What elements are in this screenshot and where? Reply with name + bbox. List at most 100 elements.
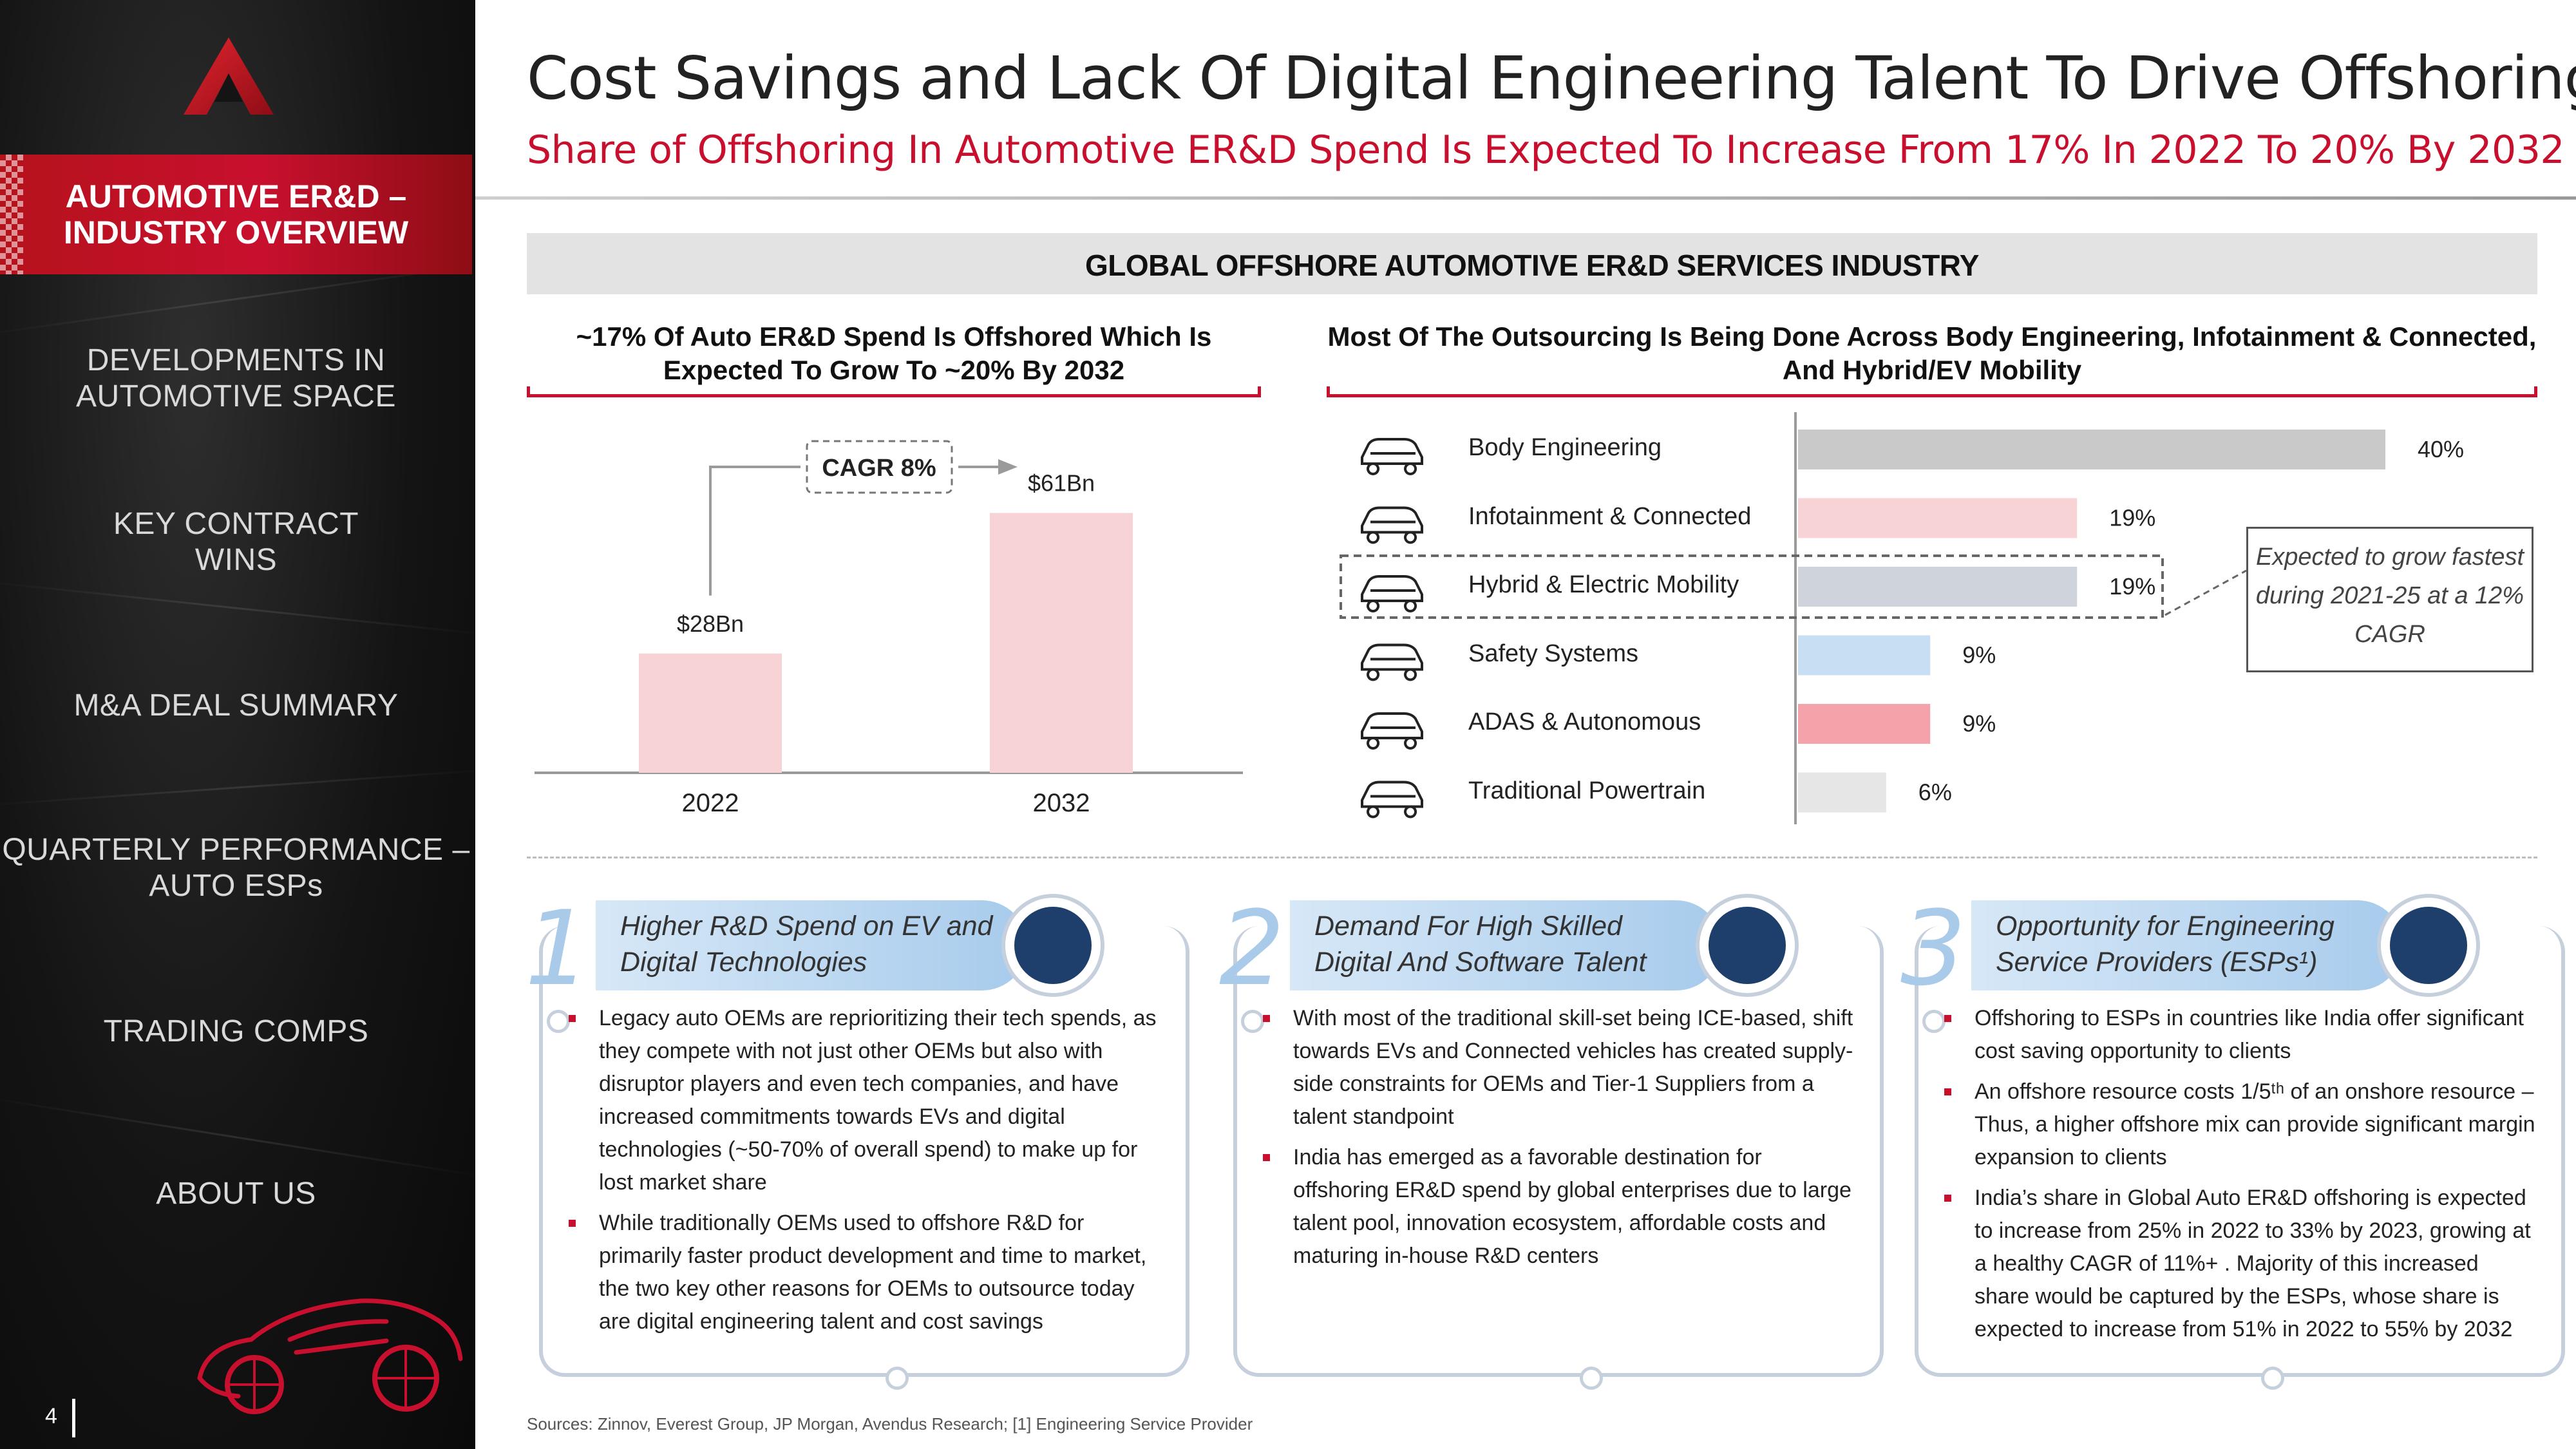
- segment-value-label: 9%: [1962, 642, 1996, 668]
- card-title: Demand For High Skilled Digital And Soft…: [1314, 911, 1647, 978]
- decorative-streak: [0, 1095, 475, 1180]
- card-bullet-list: With most of the traditional skill-set b…: [1258, 1002, 1857, 1280]
- card-bullet: India has emerged as a favorable destina…: [1258, 1141, 1857, 1273]
- card-esp-opportunity: 3 Opportunity for Engineering Service Pro…: [1900, 887, 2570, 1396]
- segment-label: Traditional Powertrain: [1468, 777, 1706, 804]
- card-number: 1: [525, 888, 591, 1009]
- sidebar-item-label: AUTOMOTIVE ER&D – INDUSTRY OVERVIEW: [63, 178, 409, 251]
- right-column-heading: Most Of The Outsourcing Is Being Done Ac…: [1327, 321, 2537, 385]
- card-frame: [539, 926, 1189, 1377]
- x-tick-label: 2032: [1033, 789, 1090, 817]
- card-bullet: Offshoring to ESPs in countries like Ind…: [1939, 1002, 2538, 1068]
- section-divider: [527, 857, 2537, 858]
- page-number-divider: [72, 1399, 75, 1437]
- segment-bar: [1798, 635, 1931, 676]
- checkered-flag-pattern: [0, 155, 23, 274]
- card-skilled-talent: 2 Demand For High Skilled Digital And Sof…: [1219, 887, 1889, 1396]
- card-title-pill: [1290, 900, 1721, 990]
- segment-value-label: 19%: [2109, 573, 2155, 600]
- card-bullet: While traditionally OEMs used to offshor…: [564, 1207, 1162, 1338]
- card-bullet-list: Offshoring to ESPs in countries like Ind…: [1939, 1002, 2538, 1354]
- decorative-streak: [0, 580, 475, 637]
- card-frame-dot: [1922, 1010, 1946, 1033]
- cagr-badge-label: CAGR 8%: [822, 455, 936, 482]
- growth-callout: Expected to grow fastest during 2021-25 …: [2246, 527, 2533, 672]
- callout-connector: [2164, 569, 2247, 616]
- sports-car-icon: [197, 1298, 463, 1414]
- card-bullet: An offshore resource costs 1/5ᵗʰ of an o…: [1939, 1075, 2538, 1174]
- badge-icon-disc: [1014, 907, 1092, 984]
- card-frame-dot: [1241, 1010, 1264, 1033]
- segment-bar: [1798, 430, 2385, 469]
- offshore-spend-bar-chart: $28Bn 2022 $61Bn 2032 CAGR 8%: [535, 440, 1243, 817]
- page-number: 4: [45, 1404, 57, 1428]
- badge-icon-disc: [2390, 907, 2467, 984]
- card-bullet: With most of the traditional skill-set b…: [1258, 1002, 1857, 1133]
- bar-2032: [990, 513, 1133, 773]
- segment-bar: [1798, 704, 1931, 744]
- sidebar: AUTOMOTIVE ER&D – INDUSTRY OVERVIEW DEVE…: [0, 0, 475, 1449]
- sidebar-item-quarterly-performance[interactable]: QUARTERLY PERFORMANCE – AUTO ESPs: [2, 833, 470, 903]
- card-frame-dot: [2261, 1367, 2284, 1390]
- page-title: Cost Savings and Lack Of Digital Enginee…: [527, 44, 2576, 113]
- highlight-box: [1340, 554, 2164, 619]
- x-tick-label: 2022: [682, 789, 739, 817]
- cagr-badge: [806, 440, 953, 494]
- sidebar-item-industry-overview[interactable]: AUTOMOTIVE ER&D – INDUSTRY OVERVIEW: [0, 155, 472, 274]
- card-title: Higher R&D Spend on EV and Digital Techn…: [620, 911, 993, 978]
- sidebar-item-contract-wins[interactable]: KEY CONTRACT WINS: [113, 507, 359, 577]
- money-garage-icon: [1001, 894, 1104, 997]
- right-heading-rule: [1327, 386, 2537, 397]
- ev-car-icon: [1361, 575, 1423, 612]
- left-column-heading: ~17% Of Auto ER&D Spend Is Offshored Whi…: [576, 321, 1212, 385]
- card-bullet-list: Legacy auto OEMs are reprioritizing thei…: [564, 1002, 1162, 1346]
- section-band-title: GLOBAL OFFSHORE AUTOMOTIVE ER&D SERVICES…: [527, 233, 2537, 294]
- card-frame-dot: [886, 1367, 909, 1390]
- segment-value-label: 40%: [2418, 436, 2464, 462]
- sidebar-item-trading-comps[interactable]: TRADING COMPS: [103, 1014, 369, 1048]
- segment-value-label: 6%: [1918, 779, 1952, 806]
- cagr-connector-line: [709, 466, 800, 596]
- card-frame-dot: [1580, 1367, 1603, 1390]
- card-number: 2: [1219, 888, 1285, 1009]
- segment-bar: [1798, 498, 2078, 538]
- segment-bars: 40% 19% 19% 9% 9% 6%: [1340, 412, 2464, 824]
- page-subtitle: Share of Offshoring In Automotive ER&D S…: [527, 128, 2565, 173]
- decorative-streak: [0, 768, 475, 807]
- card-bullet: India’s share in Global Auto ER&D offsho…: [1939, 1182, 2538, 1346]
- sidebar-item-developments[interactable]: DEVELOPMENTS IN AUTOMOTIVE SPACE: [76, 343, 396, 413]
- card-number: 3: [1900, 888, 1966, 1009]
- card-bullet: Legacy auto OEMs are reprioritizing thei…: [564, 1002, 1162, 1199]
- header-divider: [475, 196, 2576, 200]
- sidebar-item-about-us[interactable]: ABOUT US: [156, 1177, 316, 1211]
- card-frame: [1915, 926, 2565, 1377]
- car-gear-icon: [1361, 438, 1423, 475]
- hand-gear-icon: [2377, 894, 2480, 997]
- segment-label: Hybrid & Electric Mobility: [1468, 571, 1739, 598]
- left-heading-rule: [527, 386, 1261, 397]
- segment-label: Body Engineering: [1468, 434, 1662, 461]
- sidebar-item-ma-deals[interactable]: M&A DEAL SUMMARY: [73, 688, 399, 723]
- card-title-pill: [1971, 900, 2403, 990]
- segment-value-label: 9%: [1962, 710, 1996, 737]
- autonomous-car-icon: [1361, 712, 1423, 750]
- bar-value-label: $28Bn: [677, 611, 744, 637]
- powertrain-chassis-icon: [1361, 781, 1423, 819]
- card-title-pill: [596, 900, 1027, 990]
- safety-shield-car-icon: [1361, 643, 1423, 681]
- card-title: Opportunity for Engineering Service Prov…: [1996, 911, 2334, 978]
- engineer-gear-icon: [1696, 894, 1799, 997]
- company-logo-icon: [184, 37, 274, 115]
- bar-2022: [639, 653, 782, 773]
- sources-footnote: Sources: Zinnov, Everest Group, JP Morga…: [527, 1414, 1253, 1434]
- segment-label: Infotainment & Connected: [1468, 502, 1752, 530]
- bar-value-label: $61Bn: [1028, 469, 1095, 496]
- segment-bar: [1798, 567, 2078, 607]
- segment-value-label: 19%: [2109, 505, 2155, 531]
- segment-label: Safety Systems: [1468, 639, 1638, 667]
- card-frame: [1233, 926, 1884, 1377]
- connected-car-icon: [1361, 506, 1423, 544]
- outsourcing-by-segment-chart: 40% 19% 19% 9% 9% 6% Body Engineering Infotain…: [1340, 412, 2537, 837]
- segment-bar: [1798, 772, 1886, 813]
- segment-label: ADAS & Autonomous: [1468, 708, 1701, 735]
